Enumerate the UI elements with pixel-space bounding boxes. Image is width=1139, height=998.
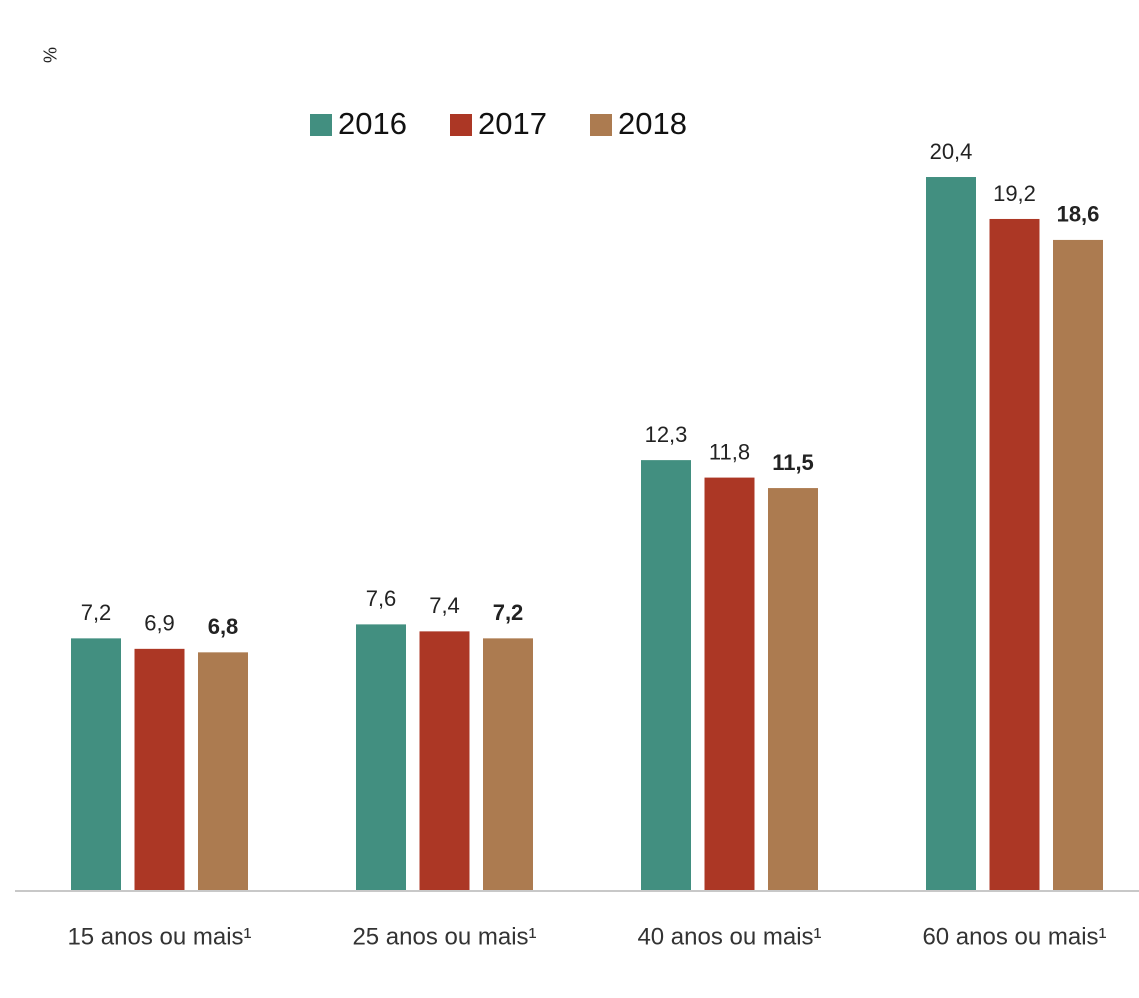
- value-label: 18,6: [1057, 202, 1100, 227]
- bar: [641, 460, 691, 890]
- value-label: 6,9: [144, 611, 175, 636]
- legend-label: 2018: [618, 106, 687, 141]
- value-label: 7,6: [366, 586, 397, 611]
- value-label: 20,4: [930, 139, 973, 164]
- bar: [704, 477, 755, 890]
- bar: [134, 648, 185, 890]
- value-label: 7,2: [493, 600, 524, 625]
- legend-label: 2017: [478, 106, 547, 141]
- bar: [1053, 239, 1103, 890]
- x-tick-label: 25 anos ou mais¹: [352, 923, 536, 950]
- bar: [768, 488, 818, 890]
- value-label: 11,5: [772, 450, 814, 475]
- bar: [198, 652, 248, 890]
- y-unit: %: [39, 47, 59, 63]
- x-tick-label: 15 anos ou mais¹: [67, 923, 251, 950]
- legend-swatch: [310, 114, 332, 136]
- x-tick-label: 40 anos ou mais¹: [637, 923, 821, 950]
- legend-swatch: [590, 114, 612, 136]
- bar: [926, 177, 976, 890]
- legend-label: 2016: [338, 106, 407, 141]
- value-label: 7,4: [429, 593, 460, 618]
- bar: [419, 631, 470, 890]
- value-label: 12,3: [645, 422, 688, 447]
- bar: [989, 218, 1040, 890]
- value-label: 6,8: [208, 614, 239, 639]
- legend-swatch: [450, 114, 472, 136]
- bar: [71, 638, 121, 890]
- x-tick-label: 60 anos ou mais¹: [922, 923, 1106, 950]
- value-label: 19,2: [993, 181, 1036, 206]
- bar: [483, 638, 533, 890]
- value-label: 7,2: [81, 600, 112, 625]
- bar: [356, 624, 406, 890]
- value-label: 11,8: [709, 439, 750, 464]
